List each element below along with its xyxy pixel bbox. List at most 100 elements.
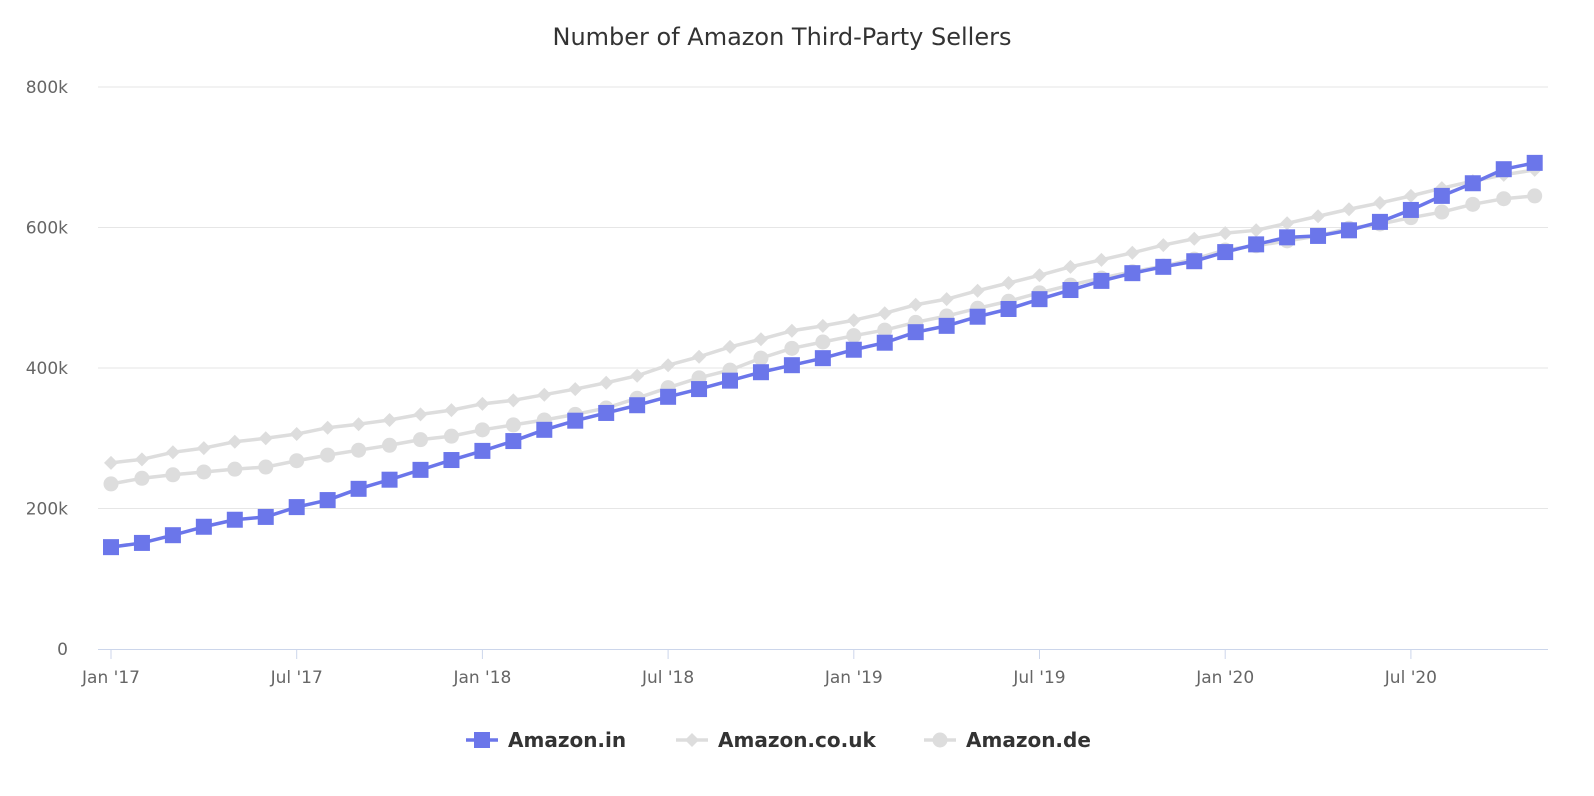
data-point[interactable] [1402, 201, 1419, 218]
data-point[interactable] [1156, 238, 1171, 253]
data-point[interactable] [629, 397, 646, 414]
data-point[interactable] [1433, 187, 1450, 204]
data-point[interactable] [1341, 222, 1357, 239]
data-point[interactable] [1063, 259, 1078, 274]
data-point[interactable] [598, 404, 615, 421]
data-point[interactable] [845, 341, 862, 358]
data-point[interactable] [1094, 252, 1109, 267]
data-point[interactable] [1248, 236, 1265, 253]
data-point[interactable] [1062, 282, 1079, 299]
data-point[interactable] [133, 534, 150, 551]
data-point[interactable] [103, 539, 119, 556]
data-point[interactable] [412, 461, 429, 478]
legend-item-amazon-in[interactable]: Amazon.in [466, 728, 626, 752]
data-point[interactable] [1186, 253, 1203, 270]
legend-marker[interactable] [474, 732, 490, 748]
data-point[interactable] [350, 480, 367, 497]
data-point[interactable] [164, 527, 181, 544]
data-point[interactable] [474, 442, 491, 459]
data-point[interactable] [413, 432, 428, 448]
data-point[interactable] [1495, 161, 1512, 178]
data-point[interactable] [1310, 227, 1327, 244]
data-point[interactable] [1526, 154, 1543, 171]
data-point[interactable] [877, 306, 892, 321]
data-point[interactable] [692, 349, 707, 364]
data-point[interactable] [907, 324, 924, 341]
data-point[interactable] [1187, 231, 1202, 246]
data-point[interactable] [1280, 216, 1295, 231]
data-point[interactable] [103, 476, 119, 492]
data-point[interactable] [877, 322, 893, 338]
data-point[interactable] [1496, 191, 1512, 207]
data-point[interactable] [443, 452, 460, 469]
data-point[interactable] [938, 317, 955, 334]
data-point[interactable] [1311, 209, 1326, 224]
data-point[interactable] [257, 508, 274, 525]
data-point[interactable] [846, 328, 862, 344]
data-point[interactable] [382, 437, 398, 453]
data-point[interactable] [970, 283, 985, 298]
data-point[interactable] [475, 396, 490, 411]
data-point[interactable] [1217, 244, 1234, 261]
data-point[interactable] [1464, 175, 1481, 192]
data-point[interactable] [320, 420, 335, 435]
legend-marker[interactable] [685, 733, 699, 747]
data-point[interactable] [537, 387, 552, 402]
data-point[interactable] [1434, 204, 1450, 220]
data-point[interactable] [258, 459, 274, 475]
data-point[interactable] [382, 412, 397, 427]
data-point[interactable] [815, 334, 831, 350]
data-point[interactable] [444, 403, 459, 418]
data-point[interactable] [1527, 188, 1543, 204]
data-point[interactable] [381, 471, 398, 488]
data-point[interactable] [1125, 245, 1140, 260]
data-point[interactable] [1032, 268, 1047, 283]
data-point[interactable] [1465, 196, 1481, 212]
data-point[interactable] [846, 313, 861, 328]
data-point[interactable] [226, 511, 243, 528]
data-point[interactable] [599, 375, 614, 390]
data-point[interactable] [753, 350, 769, 366]
legend-item-amazon-de[interactable]: Amazon.de [924, 728, 1091, 752]
data-point[interactable] [506, 393, 521, 408]
data-point[interactable] [722, 372, 738, 389]
data-point[interactable] [660, 388, 677, 405]
data-point[interactable] [784, 323, 799, 338]
data-point[interactable] [536, 421, 553, 438]
data-point[interactable] [567, 412, 584, 429]
data-point[interactable] [351, 417, 366, 432]
data-point[interactable] [1155, 258, 1172, 275]
data-point[interactable] [783, 357, 800, 374]
data-point[interactable] [1000, 300, 1017, 317]
data-point[interactable] [1218, 226, 1233, 241]
data-point[interactable] [753, 332, 768, 347]
data-point[interactable] [1093, 272, 1110, 289]
data-point[interactable] [1372, 195, 1387, 210]
data-point[interactable] [289, 453, 305, 469]
data-point[interactable] [165, 445, 180, 460]
data-point[interactable] [815, 318, 830, 333]
data-point[interactable] [691, 381, 708, 398]
legend-marker[interactable] [932, 732, 948, 748]
legend-item-amazon-co-uk[interactable]: Amazon.co.uk [676, 728, 876, 752]
data-point[interactable] [319, 492, 336, 509]
data-point[interactable] [351, 442, 367, 458]
data-point[interactable] [1279, 229, 1296, 246]
data-point[interactable] [288, 499, 305, 516]
data-point[interactable] [908, 297, 923, 312]
data-point[interactable] [1371, 213, 1388, 230]
data-point[interactable] [258, 431, 273, 446]
data-point[interactable] [134, 452, 149, 467]
data-point[interactable] [1403, 188, 1418, 203]
data-point[interactable] [1249, 223, 1264, 238]
data-point[interactable] [196, 464, 212, 480]
data-point[interactable] [814, 350, 831, 367]
data-point[interactable] [165, 467, 181, 483]
data-point[interactable] [568, 382, 583, 397]
data-point[interactable] [289, 427, 304, 442]
data-point[interactable] [196, 441, 211, 456]
data-point[interactable] [630, 368, 645, 383]
data-point[interactable] [1031, 291, 1048, 308]
data-point[interactable] [505, 433, 522, 450]
data-point[interactable] [227, 461, 243, 477]
